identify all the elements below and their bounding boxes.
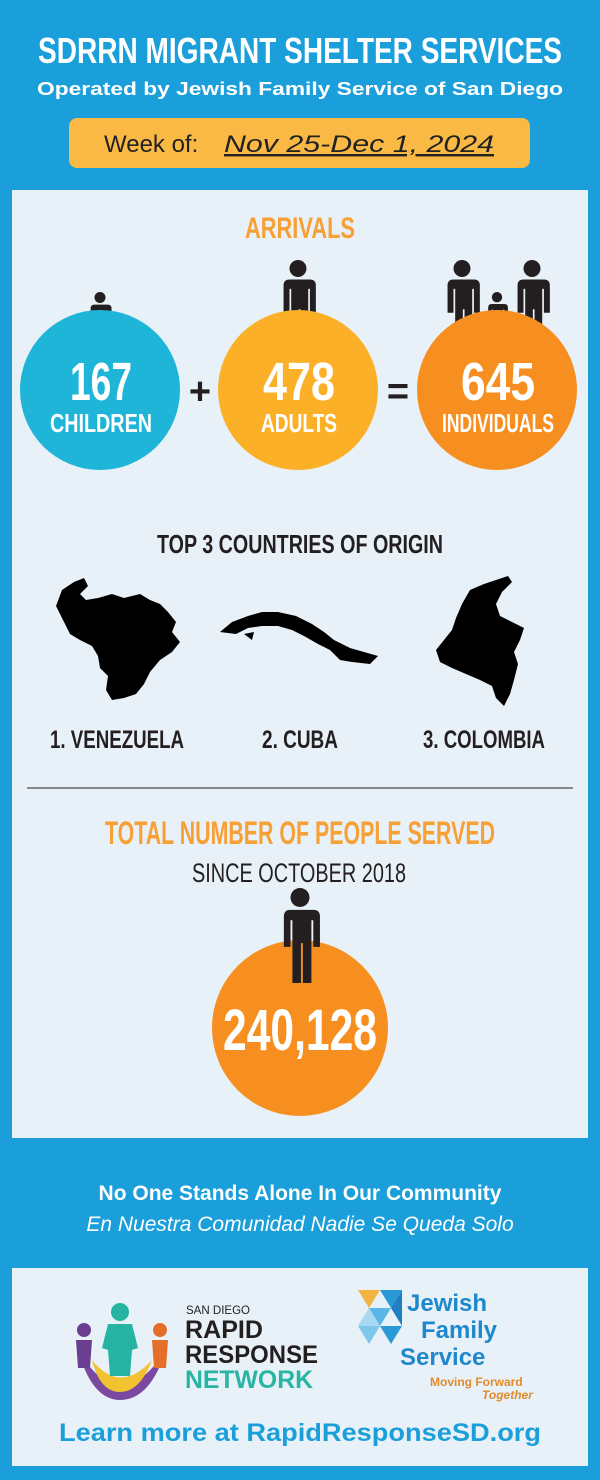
venezuela-map — [56, 578, 180, 700]
tagline-es: En Nuestra Comunidad Nadie Se Queda Solo — [86, 1213, 514, 1236]
individuals-circle — [417, 310, 577, 470]
rrn-city: SAN DIEGO — [186, 1303, 250, 1317]
total-count: 240,128 — [223, 998, 377, 1063]
jfs-word-3: Service — [400, 1344, 485, 1371]
rrn-word-3: NETWORK — [185, 1366, 313, 1394]
rrn-word-2: RESPONSE — [185, 1341, 318, 1369]
children-count: 167 — [70, 352, 132, 412]
jfs-logo-icon — [358, 1290, 402, 1344]
arrivals-title: ARRIVALS — [245, 212, 355, 245]
adults-label: ADULTS — [261, 408, 337, 438]
country-maps — [56, 576, 524, 706]
logo-panel — [12, 1268, 588, 1466]
individuals-label: INDIVIDUALS — [442, 408, 554, 438]
jfs-word-1: Jewish — [407, 1290, 487, 1317]
children-circle — [20, 310, 180, 470]
tagline: No One Stands Alone In Our Community — [99, 1182, 502, 1205]
rrn-word-1: RAPID — [185, 1316, 263, 1344]
colombia-map — [436, 576, 524, 706]
cuba-map — [220, 612, 378, 664]
country-1: 1. VENEZUELA — [50, 726, 184, 754]
website-link[interactable]: Learn more at RapidResponseSD.org — [59, 1419, 541, 1447]
country-3: 3. COLOMBIA — [423, 726, 545, 754]
adults-count: 478 — [263, 352, 335, 412]
plus-sign: + — [189, 371, 211, 413]
total-circle — [212, 940, 388, 1116]
rrn-logo-icon — [76, 1303, 168, 1400]
equals-sign: = — [387, 371, 409, 413]
total-subtitle: SINCE OCTOBER 2018 — [192, 858, 406, 888]
jfs-motto-1: Moving Forward — [430, 1375, 523, 1389]
adults-circle — [218, 310, 378, 470]
jfs-motto-2: Together — [482, 1388, 534, 1402]
week-dates: Nov 25-Dec 1, 2024 — [224, 131, 494, 158]
subtitle: Operated by Jewish Family Service of San… — [37, 79, 563, 99]
jfs-word-2: Family — [421, 1317, 498, 1344]
country-2: 2. CUBA — [262, 726, 338, 754]
week-label: Week of: — [104, 131, 198, 158]
individuals-count: 645 — [461, 352, 535, 412]
countries-title: TOP 3 COUNTRIES OF ORIGIN — [157, 529, 443, 559]
title: SDRRN MIGRANT SHELTER SERVICES — [38, 30, 562, 71]
children-label: CHILDREN — [50, 408, 152, 438]
week-box — [69, 118, 530, 168]
total-title: TOTAL NUMBER OF PEOPLE SERVED — [105, 815, 495, 851]
